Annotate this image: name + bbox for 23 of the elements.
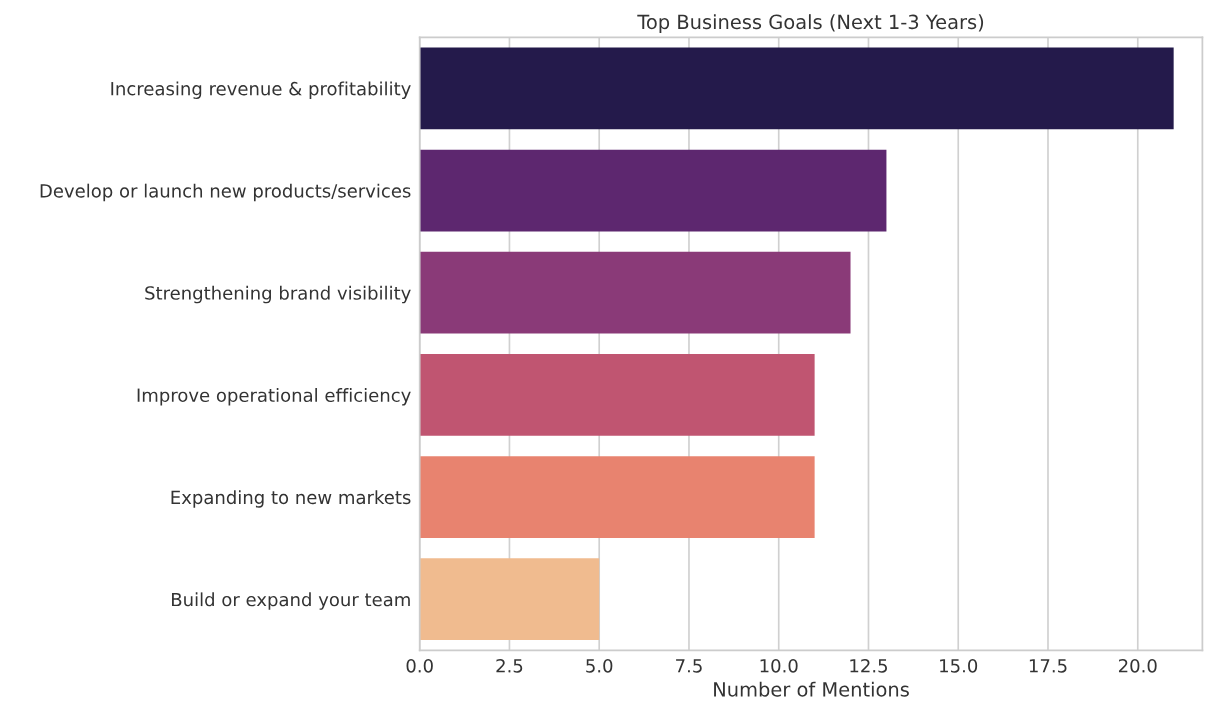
- x-tick-label: 15.0: [940, 658, 978, 673]
- x-tick-label: 5.0: [586, 658, 613, 673]
- y-tick-label: Improve operational efficiency: [137, 388, 411, 406]
- bar: [419, 354, 815, 436]
- chart-title: Top Business Goals (Next 1-3 Years): [637, 14, 984, 33]
- bar: [419, 558, 600, 641]
- y-tick-label: Build or expand your team: [172, 592, 410, 610]
- x-tick-label: 12.5: [850, 658, 887, 673]
- x-tick-label: 0.0: [406, 658, 433, 673]
- x-tick-label: 20.0: [1118, 658, 1157, 673]
- bar: [419, 47, 1174, 130]
- y-tick-label: Increasing revenue & profitability: [111, 81, 411, 99]
- y-tick-label: Strengthening brand visibility: [145, 285, 411, 304]
- bar: [419, 456, 815, 538]
- y-tick-label: Expanding to new markets: [171, 490, 411, 508]
- y-tick-label: Develop or launch new products/services: [40, 183, 411, 202]
- x-tick-label: 17.5: [1029, 659, 1067, 673]
- bar: [419, 149, 887, 232]
- x-tick-label: 10.0: [760, 658, 798, 673]
- bar: [419, 251, 851, 334]
- x-axis-title: Number of Mentions: [714, 681, 909, 697]
- x-tick-label: 7.5: [676, 659, 702, 673]
- x-tick-label: 2.5: [496, 658, 523, 673]
